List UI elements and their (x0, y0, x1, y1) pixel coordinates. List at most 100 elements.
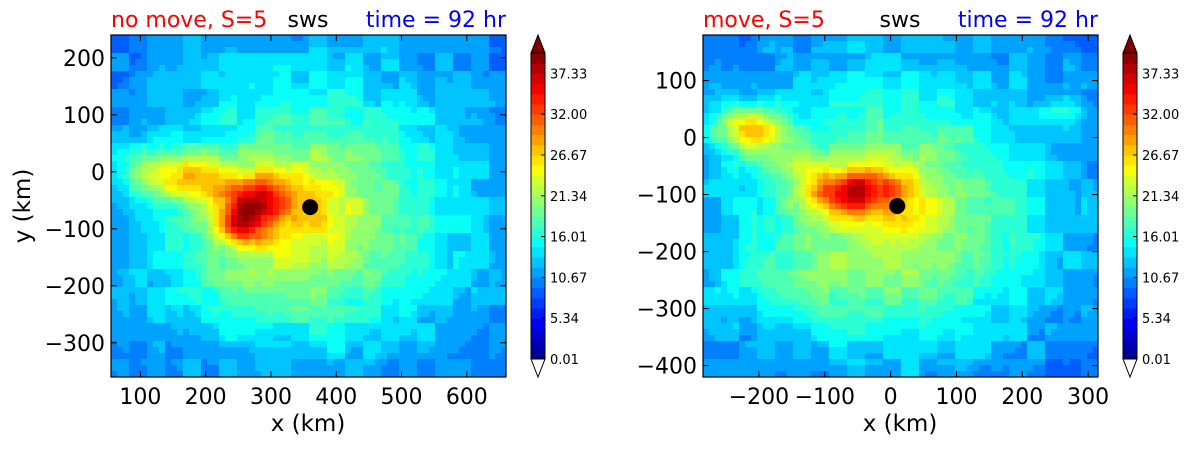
contour-cell (423, 329, 430, 336)
contour-cell (213, 329, 220, 336)
contour-cell (1015, 35, 1022, 42)
contour-cell (207, 119, 214, 126)
contour-cell (829, 71, 836, 78)
contour-cell (435, 167, 442, 174)
contour-cell (745, 137, 752, 144)
contour-cell (721, 137, 728, 144)
contour-cell (715, 113, 722, 120)
contour-cell (303, 221, 310, 228)
contour-cell (799, 125, 806, 132)
contour-cell (447, 347, 454, 354)
contour-cell (435, 59, 442, 66)
contour-cell (183, 107, 190, 114)
contour-cell (835, 113, 842, 120)
contour-cell (321, 143, 328, 150)
contour-cell (189, 329, 196, 336)
contour-cell (721, 113, 728, 120)
contour-cell (303, 293, 310, 300)
contour-cell (399, 107, 406, 114)
contour-cell (1081, 107, 1088, 114)
contour-cell (219, 275, 226, 282)
contour-cell (201, 251, 208, 258)
contour-cell (321, 71, 328, 78)
contour-cell (441, 317, 448, 324)
contour-cell (309, 149, 316, 156)
contour-cell (231, 227, 238, 234)
contour-cell (345, 137, 352, 144)
contour-cell (387, 299, 394, 306)
contour-cell (811, 131, 818, 138)
contour-cell (441, 293, 448, 300)
contour-cell (429, 89, 436, 96)
contour-cell (291, 203, 298, 210)
contour-cell (1081, 83, 1088, 90)
contour-cell (303, 35, 310, 42)
contour-cell (129, 83, 136, 90)
contour-cell (937, 71, 944, 78)
contour-cell (195, 59, 202, 66)
contour-cell (877, 71, 884, 78)
contour-cell (387, 89, 394, 96)
contour-cell (357, 59, 364, 66)
contour-cell (219, 347, 226, 354)
contour-cell (225, 287, 232, 294)
contour-cell (141, 311, 148, 318)
colorbar-tick-label: 21.34 (550, 190, 587, 205)
contour-cell (871, 95, 878, 102)
contour-cell (733, 59, 740, 66)
contour-cell (1045, 71, 1052, 78)
contour-cell (279, 101, 286, 108)
contour-cell (799, 35, 806, 42)
contour-cell (925, 71, 932, 78)
contour-cell (363, 263, 370, 270)
contour-cell (297, 53, 304, 60)
contour-cell (369, 365, 376, 372)
contour-cell (201, 311, 208, 318)
contour-cell (243, 335, 250, 342)
contour-cell (393, 101, 400, 108)
contour-cell (339, 131, 346, 138)
contour-cell (483, 245, 490, 252)
contour-cell (273, 185, 280, 192)
contour-cell (1051, 95, 1058, 102)
contour-cell (495, 131, 502, 138)
contour-cell (351, 287, 358, 294)
contour-cell (895, 83, 902, 90)
contour-cell (1093, 89, 1100, 96)
contour-cell (165, 53, 172, 60)
contour-cell (333, 335, 340, 342)
contour-cell (381, 149, 388, 156)
contour-cell (303, 269, 310, 276)
contour-cell (471, 251, 478, 258)
contour-cell (129, 311, 136, 318)
contour-cell (165, 257, 172, 264)
contour-cell (117, 83, 124, 90)
contour-cell (495, 101, 502, 108)
contour-cell (285, 77, 292, 84)
contour-cell (841, 95, 848, 102)
contour-cell (273, 275, 280, 282)
contour-cell (123, 365, 130, 372)
contour-cell (405, 359, 412, 366)
contour-cell (147, 233, 154, 240)
contour-cell (459, 149, 466, 156)
contour-cell (997, 113, 1004, 120)
contour-cell (871, 71, 878, 78)
contour-cell (339, 221, 346, 228)
contour-cell (411, 53, 418, 60)
contour-cell (501, 281, 508, 288)
contour-cell (243, 323, 250, 330)
contour-cell (243, 275, 250, 282)
contour-cell (309, 293, 316, 300)
contour-cell (189, 215, 196, 222)
contour-cell (835, 119, 842, 126)
contour-cell (1087, 71, 1094, 78)
contour-cell (501, 233, 508, 240)
contour-cell (339, 203, 346, 210)
contour-cell (135, 83, 142, 90)
contour-cell (393, 83, 400, 90)
contour-cell (459, 143, 466, 150)
contour-cell (435, 83, 442, 90)
contour-cell (961, 101, 968, 108)
contour-cell (477, 149, 484, 156)
